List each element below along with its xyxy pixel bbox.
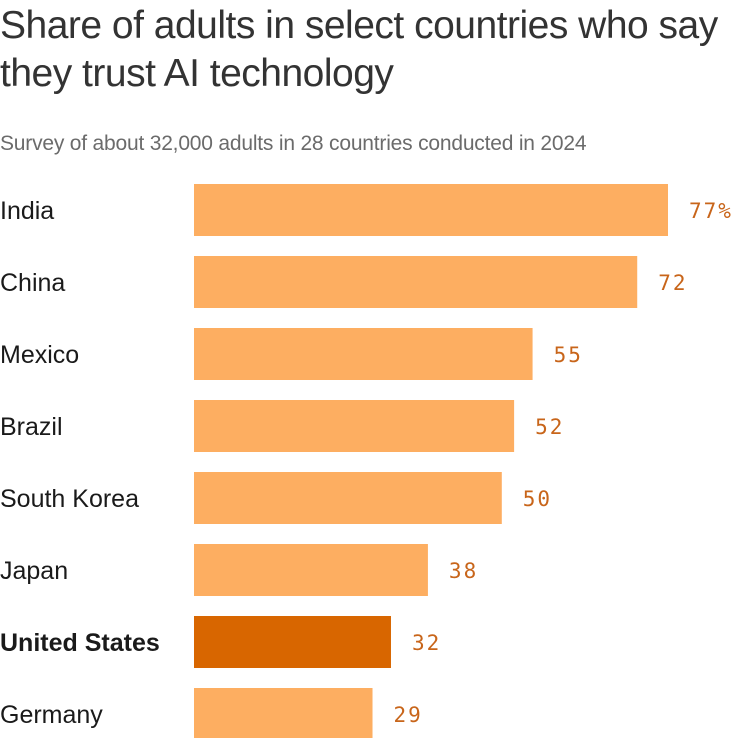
bar-south-korea [194, 472, 502, 524]
value-label-china: 72 [658, 271, 687, 295]
bar-india [194, 184, 668, 236]
category-label-united-states: United States [0, 629, 160, 657]
value-label-united-states: 32 [412, 631, 441, 655]
category-label-mexico: Mexico [0, 341, 79, 369]
bar-germany [194, 688, 373, 738]
category-label-japan: Japan [0, 557, 68, 585]
bar-united-states [194, 616, 391, 668]
chart-subtitle: Survey of about 32,000 adults in 28 coun… [0, 132, 587, 155]
value-label-south-korea: 50 [523, 487, 552, 511]
bar-mexico [194, 328, 533, 380]
category-label-germany: Germany [0, 701, 103, 729]
category-label-south-korea: South Korea [0, 485, 139, 513]
category-label-india: India [0, 197, 54, 225]
value-label-india: 77% [689, 199, 733, 223]
bar-brazil [194, 400, 515, 452]
bar-japan [194, 544, 428, 596]
category-label-brazil: Brazil [0, 413, 63, 441]
category-label-china: China [0, 269, 65, 297]
chart-title: Share of adults in select countries who … [0, 4, 718, 95]
bar-china [194, 256, 638, 308]
value-label-mexico: 55 [554, 343, 583, 367]
value-label-brazil: 52 [535, 415, 564, 439]
value-label-germany: 29 [394, 703, 423, 727]
value-label-japan: 38 [449, 559, 478, 583]
